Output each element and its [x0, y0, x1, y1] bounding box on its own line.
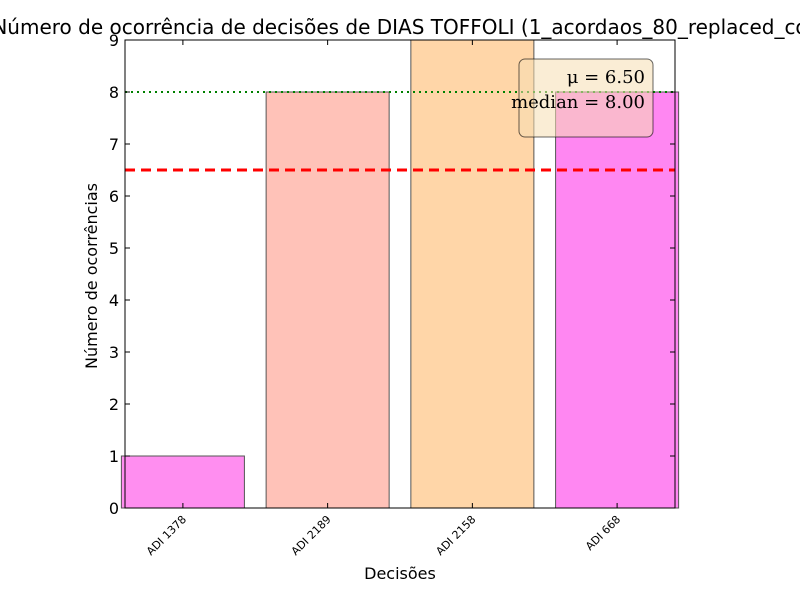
axes-border	[124, 39, 676, 509]
stats-box: μ = 6.50 median = 8.00	[511, 58, 654, 138]
y-tick-label: 8	[109, 83, 119, 102]
x-axis-label: Decisões	[364, 564, 436, 583]
y-tick-label: 3	[109, 343, 119, 362]
y-tick-label: 7	[109, 135, 119, 154]
bar-adi-1378	[120, 455, 245, 509]
y-tick-label: 9	[109, 31, 119, 50]
y-tick-label: 4	[109, 291, 119, 310]
x-tick-label: ADI 2158	[433, 513, 478, 558]
bar-adi-668	[555, 91, 680, 509]
y-axis-ticks: 0 1 2 3 4 5 6 7 8 9	[109, 31, 675, 518]
axes-frame	[124, 39, 676, 509]
x-tick-label: ADI 1378	[144, 513, 189, 558]
y-tick-label: 2	[109, 395, 119, 414]
bars-group	[120, 39, 680, 509]
x-tick-label: ADI 2189	[289, 513, 334, 558]
y-tick-label: 0	[109, 499, 119, 518]
y-tick-label: 5	[109, 239, 119, 258]
bar-adi-2158	[410, 39, 535, 509]
x-tick-label: ADI 668	[583, 513, 623, 553]
y-tick-label: 6	[109, 187, 119, 206]
y-axis-label: Número de ocorrências	[82, 183, 101, 369]
y-tick-label: 1	[109, 447, 119, 466]
bar-adi-2189	[265, 91, 390, 509]
reference-lines	[125, 91, 675, 172]
chart-title: Número de ocorrência de decisões de DIAS…	[0, 15, 800, 39]
stats-box-background	[518, 58, 654, 138]
mean-label: μ = 6.50	[567, 67, 645, 88]
median-label: median = 8.00	[511, 92, 645, 113]
